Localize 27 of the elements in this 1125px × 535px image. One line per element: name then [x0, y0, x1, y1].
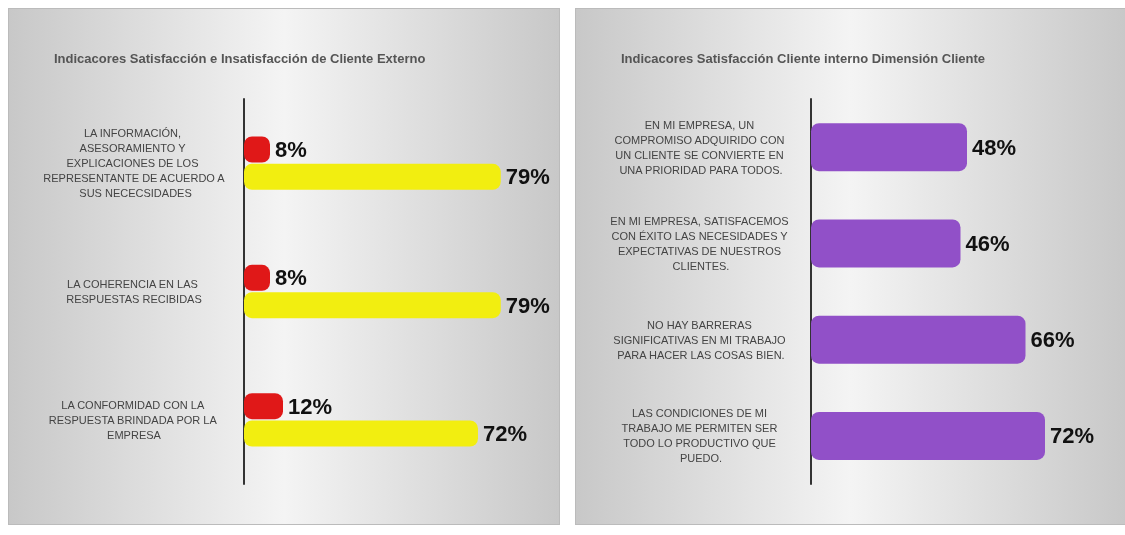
chart-title: Indicacores Satisfacción Cliente interno Dimensión Cliente [621, 51, 986, 66]
data-label: 72% [1050, 423, 1095, 449]
data-label: 8% [275, 265, 307, 291]
y-tick-label: LA COHERENCIA EN LAS RESPUESTAS RECIBIDAS [66, 278, 202, 305]
bar [244, 420, 478, 447]
y-tick-label: LA INFORMACIÓN, ASESORAMIENTO Y EXPLICACIONES DE LOS REPRESENTANTE DE ACUERDO A SUS NECECSIDADES [43, 127, 226, 200]
data-label: 46% [965, 230, 1010, 256]
y-tick-label: EN MI EMPRESA, SATISFACEMOS CON ÉXITO LAS NECESIDADES Y EXPECTATIVAS DE NUESTROS CLIENTES. [610, 214, 792, 272]
bar [244, 393, 283, 420]
data-label: 79% [505, 292, 550, 318]
y-tick-label: NO HAY BARRERAS SIGNIFICATIVAS EN MI TRABAJO PARA HACER LAS COSAS BIEN. [613, 318, 789, 361]
bar [244, 292, 501, 319]
bar [811, 315, 1026, 364]
data-label: 48% [972, 134, 1017, 160]
y-tick-label: LA CONFORMIDAD CON LA RESPUESTA BRINDADA POR LA EMPRESA [48, 398, 220, 441]
data-label: 12% [288, 393, 333, 419]
bar [244, 163, 501, 190]
data-label: 79% [505, 164, 550, 190]
data-label: 66% [1030, 327, 1075, 353]
bar [811, 123, 967, 172]
y-tick-label: LAS CONDICIONES DE MI TRABAJO ME PERMITEN SER TODO LO PRODUCTIVO QUE PUEDO. [621, 407, 781, 465]
bar [811, 219, 961, 268]
y-tick-label: EN MI EMPRESA, UN COMPROMISO ADQUIRIDO CON UN CLIENTE SE CONVIERTE EN UNA PRIORIDAD PARA TODOS. [614, 118, 788, 176]
chart-title: Indicacores Satisfacción e Insatisfacción de Cliente Externo [54, 51, 426, 66]
data-label: 72% [483, 420, 528, 446]
data-label: 8% [275, 137, 307, 163]
bar [811, 411, 1045, 460]
